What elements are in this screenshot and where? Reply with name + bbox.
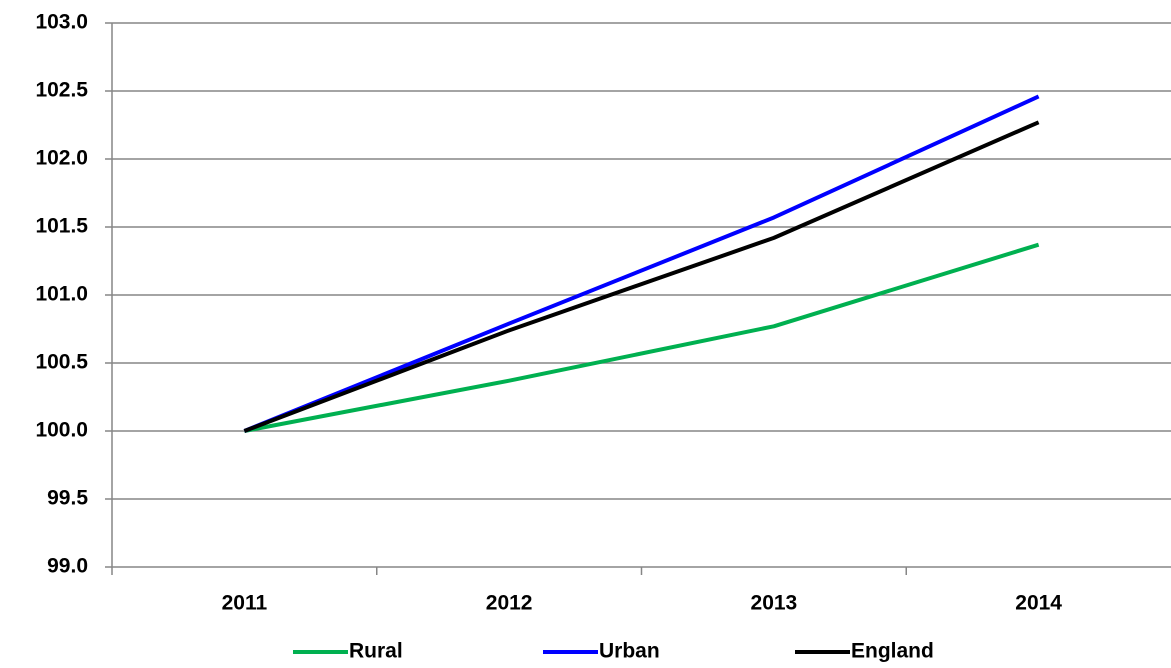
y-tick-label: 99.5 (47, 487, 88, 510)
y-tick-label: 101.0 (35, 283, 88, 306)
series-line (243, 120, 1040, 433)
y-tick-label: 100.5 (35, 351, 88, 374)
x-tick-label: 2011 (222, 592, 268, 615)
series-line (243, 94, 1040, 433)
y-tick-label: 102.0 (35, 147, 88, 170)
legend-label: England (851, 640, 934, 663)
legend-label: Urban (599, 640, 660, 663)
x-tick-label: 2012 (486, 592, 533, 615)
y-tick-label: 100.0 (35, 419, 88, 442)
x-tick-label: 2013 (751, 592, 798, 615)
series-line (244, 242, 1040, 433)
x-tick-label: 2014 (1015, 592, 1062, 615)
y-tick-label: 101.5 (35, 215, 88, 238)
legend-label: Rural (349, 640, 403, 663)
y-tick-label: 103.0 (35, 11, 88, 34)
y-tick-label: 99.0 (47, 555, 88, 578)
y-tick-label: 102.5 (35, 79, 88, 102)
